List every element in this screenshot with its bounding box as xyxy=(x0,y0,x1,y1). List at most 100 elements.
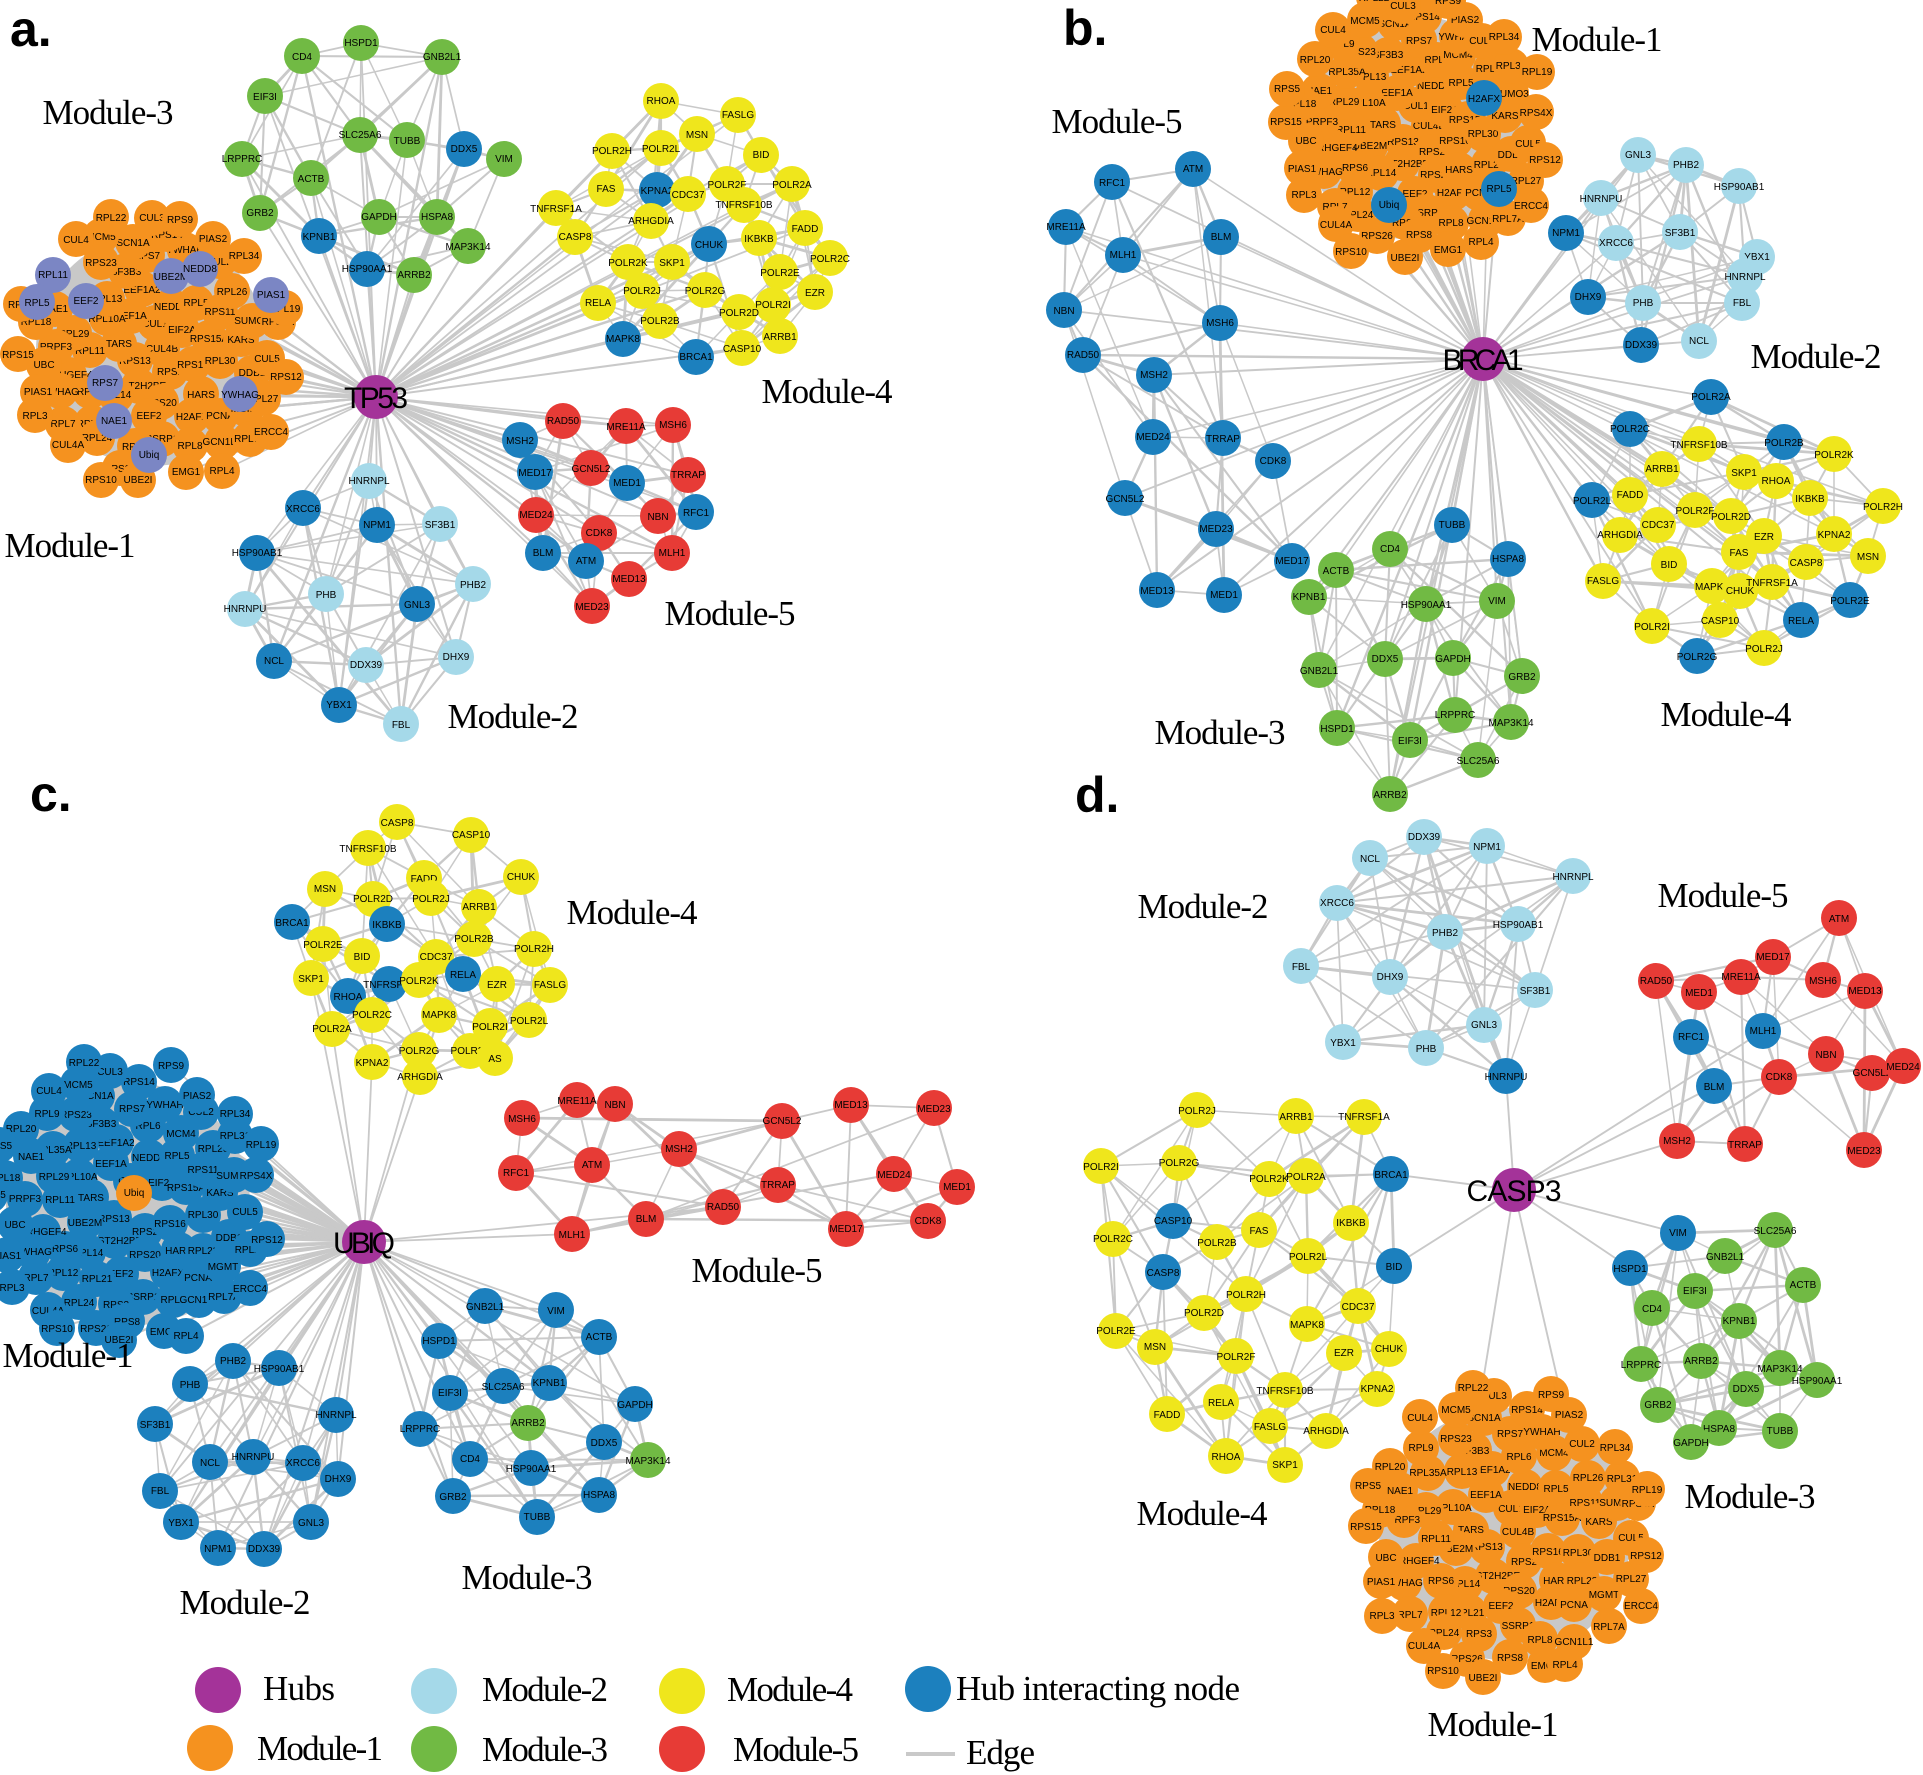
svg-text:RFC1: RFC1 xyxy=(1099,178,1126,189)
svg-text:RPL3: RPL3 xyxy=(1369,1611,1394,1622)
svg-text:RPL6: RPL6 xyxy=(1506,1452,1531,1463)
svg-text:CUL4A: CUL4A xyxy=(32,1306,65,1317)
svg-text:TUBB: TUBB xyxy=(1439,520,1466,531)
svg-text:FBL: FBL xyxy=(151,1486,170,1497)
svg-text:MED17: MED17 xyxy=(829,1224,863,1235)
svg-text:NAE1: NAE1 xyxy=(1306,86,1333,97)
svg-text:BID: BID xyxy=(354,952,371,963)
svg-text:ARRB2: ARRB2 xyxy=(397,270,431,281)
svg-text:UBE2M: UBE2M xyxy=(1353,141,1387,152)
svg-text:NPM1: NPM1 xyxy=(1552,228,1580,239)
svg-text:GCN1L1: GCN1L1 xyxy=(1555,1637,1594,1648)
svg-text:RPS15A: RPS15A xyxy=(1449,115,1488,126)
svg-text:MRE11A: MRE11A xyxy=(1721,972,1761,983)
svg-text:Hubs: Hubs xyxy=(263,1669,335,1708)
svg-text:RPS15A: RPS15A xyxy=(1543,1513,1582,1524)
svg-text:RPS11: RPS11 xyxy=(188,1165,219,1176)
svg-text:EIF3I: EIF3I xyxy=(1683,1286,1707,1297)
svg-text:MRE11A: MRE11A xyxy=(606,422,646,433)
svg-text:IKBKB: IKBKB xyxy=(372,920,402,931)
svg-text:RPL19: RPL19 xyxy=(1522,67,1553,78)
svg-text:RPL31: RPL31 xyxy=(1496,61,1527,72)
svg-text:RPS16: RPS16 xyxy=(154,1219,186,1230)
svg-text:RPL11: RPL11 xyxy=(1336,125,1366,136)
svg-text:NEDD8: NEDD8 xyxy=(183,264,217,275)
svg-text:Module-2: Module-2 xyxy=(1138,887,1269,926)
svg-text:RPL8: RPL8 xyxy=(1438,218,1463,229)
svg-text:RPL30: RPL30 xyxy=(1468,129,1499,140)
svg-text:GCN5L2: GCN5L2 xyxy=(1853,1068,1892,1079)
svg-text:LRPPRC: LRPPRC xyxy=(400,1424,441,1435)
svg-text:HNRNPU: HNRNPU xyxy=(1580,194,1623,205)
svg-text:RPL35A: RPL35A xyxy=(1409,1468,1447,1479)
svg-text:ARHGDIA: ARHGDIA xyxy=(628,216,674,227)
svg-text:PHB: PHB xyxy=(180,1380,201,1391)
svg-text:MAPK8: MAPK8 xyxy=(422,1010,456,1021)
svg-text:CUL5: CUL5 xyxy=(254,354,280,365)
svg-text:FAS: FAS xyxy=(597,184,616,195)
svg-text:SCN1A: SCN1A xyxy=(80,1091,114,1102)
svg-text:YWHAG: YWHAG xyxy=(14,1247,52,1258)
svg-text:RPL10A: RPL10A xyxy=(1434,1503,1472,1514)
svg-text:MSH2: MSH2 xyxy=(506,436,534,447)
svg-text:RPS10: RPS10 xyxy=(1427,1666,1459,1677)
svg-text:HIST2H2BE: HIST2H2BE xyxy=(112,381,167,392)
svg-text:GAPDH: GAPDH xyxy=(1435,654,1471,665)
svg-text:MSH2: MSH2 xyxy=(1140,370,1168,381)
svg-text:FASLG: FASLG xyxy=(1254,1422,1286,1433)
svg-text:GRB2: GRB2 xyxy=(1644,1400,1672,1411)
svg-text:MCM4: MCM4 xyxy=(166,1129,196,1140)
svg-text:MED1: MED1 xyxy=(943,1182,971,1193)
svg-text:GRB2: GRB2 xyxy=(1508,672,1536,683)
svg-text:MED23: MED23 xyxy=(575,602,609,613)
svg-text:NEDD8: NEDD8 xyxy=(1508,1482,1542,1493)
svg-text:TARS: TARS xyxy=(1370,120,1396,131)
svg-text:BID: BID xyxy=(1386,1262,1403,1273)
svg-text:CDK8: CDK8 xyxy=(1260,456,1287,467)
svg-text:RPL22: RPL22 xyxy=(96,213,127,224)
svg-text:SUMO3: SUMO3 xyxy=(234,316,270,327)
svg-text:CHUK: CHUK xyxy=(507,872,536,883)
svg-text:GRB2: GRB2 xyxy=(246,208,274,219)
svg-text:ARRB2: ARRB2 xyxy=(1373,790,1407,801)
svg-text:HSPA8: HSPA8 xyxy=(421,212,453,223)
svg-text:H2AFX: H2AFX xyxy=(176,412,209,423)
svg-text:H2AFX: H2AFX xyxy=(1535,1598,1568,1609)
svg-text:TRRAP: TRRAP xyxy=(761,1180,795,1191)
svg-text:RPS14: RPS14 xyxy=(1511,1405,1543,1416)
svg-text:MGMT: MGMT xyxy=(208,1262,239,1273)
svg-text:CUL1: CUL1 xyxy=(142,319,168,330)
svg-text:Hub interacting node: Hub interacting node xyxy=(956,1669,1240,1708)
svg-text:Module-4: Module-4 xyxy=(1137,1494,1268,1533)
svg-text:RPL6: RPL6 xyxy=(1424,55,1449,66)
svg-text:POLR2C: POLR2C xyxy=(1610,424,1650,435)
svg-text:MED17: MED17 xyxy=(1756,952,1790,963)
svg-text:TARS: TARS xyxy=(1458,1525,1484,1536)
svg-text:RPS15: RPS15 xyxy=(0,1190,6,1201)
svg-text:RPL11: RPL11 xyxy=(75,346,105,357)
svg-text:RPS23: RPS23 xyxy=(1440,1434,1472,1445)
svg-text:CUL4: CUL4 xyxy=(1320,25,1346,36)
svg-text:Module-1: Module-1 xyxy=(1532,20,1663,59)
svg-text:POLR2J: POLR2J xyxy=(1178,1106,1216,1117)
svg-text:MLH1: MLH1 xyxy=(559,1230,586,1241)
svg-text:PHB2: PHB2 xyxy=(460,580,487,591)
svg-text:Module-5: Module-5 xyxy=(1658,876,1789,915)
svg-text:TNFRSF1A: TNFRSF1A xyxy=(530,204,582,215)
svg-text:EEF1A: EEF1A xyxy=(1381,88,1413,99)
svg-text:CUL1: CUL1 xyxy=(1498,1504,1524,1515)
svg-text:UBC: UBC xyxy=(1375,1553,1396,1564)
svg-text:RPL29: RPL29 xyxy=(1329,97,1360,108)
svg-text:RPS26: RPS26 xyxy=(1361,231,1393,242)
svg-text:RPS11: RPS11 xyxy=(1570,1498,1601,1509)
svg-text:PCNA: PCNA xyxy=(1560,1600,1588,1611)
svg-text:RPL22: RPL22 xyxy=(1359,0,1390,4)
svg-text:MSH2: MSH2 xyxy=(665,1144,693,1155)
svg-text:GAPDH: GAPDH xyxy=(361,212,397,223)
svg-text:YWHAG: YWHAG xyxy=(1305,167,1343,178)
svg-text:TUBB: TUBB xyxy=(394,136,421,147)
svg-text:VIM: VIM xyxy=(547,1306,565,1317)
svg-text:HSPD1: HSPD1 xyxy=(344,38,378,49)
svg-text:DDB1: DDB1 xyxy=(1498,150,1525,161)
svg-text:MSN: MSN xyxy=(1144,1342,1166,1353)
